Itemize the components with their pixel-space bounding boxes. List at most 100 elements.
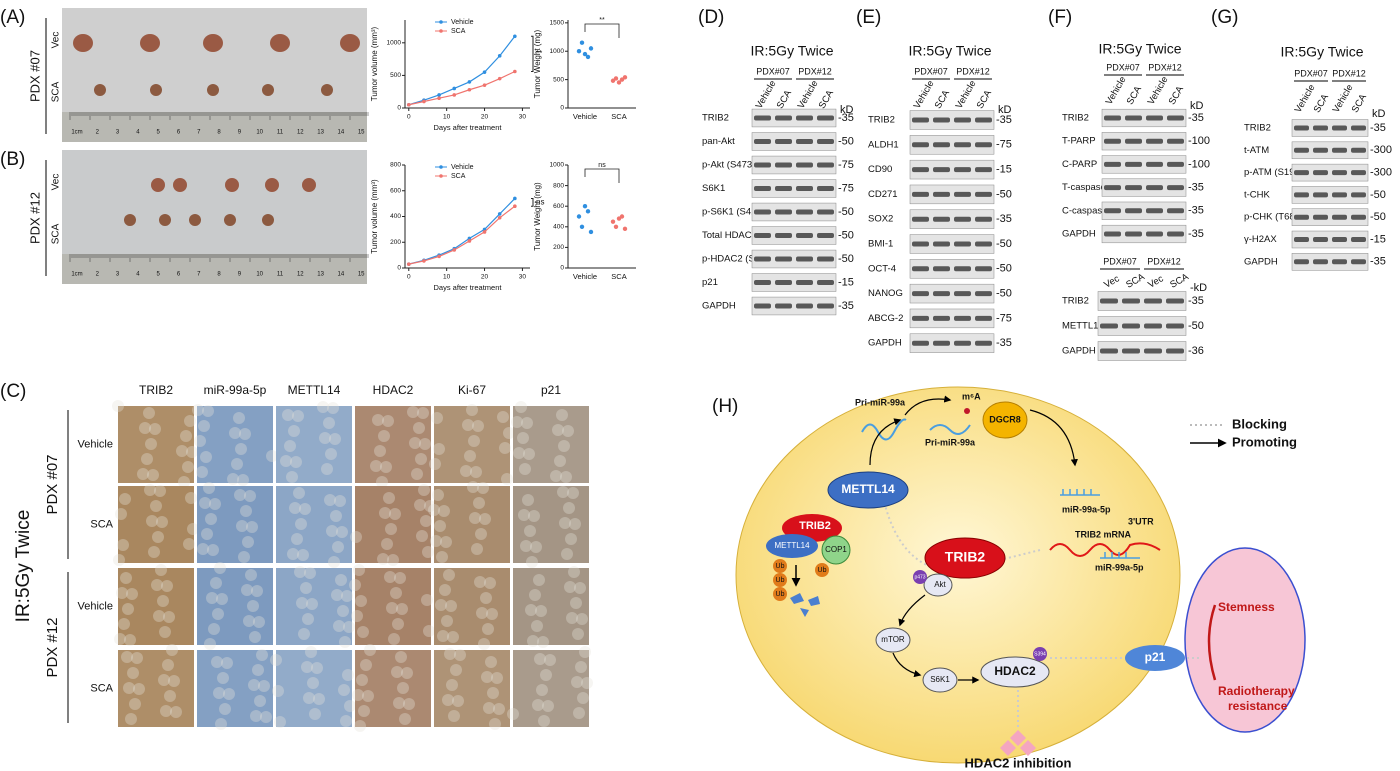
texture	[119, 493, 131, 505]
texture	[452, 695, 464, 707]
texture	[256, 649, 268, 661]
row-label: OCT-4	[868, 263, 896, 274]
kd-label: -75	[838, 159, 854, 171]
band	[796, 162, 813, 168]
label: METTL14	[774, 541, 810, 550]
texture	[389, 508, 401, 520]
texture	[242, 536, 254, 548]
point	[582, 51, 588, 57]
legend-label: Blocking	[1232, 416, 1287, 431]
texture	[396, 603, 408, 615]
texture	[323, 417, 335, 429]
band	[975, 191, 992, 197]
texture	[378, 430, 390, 442]
ihc-image	[118, 406, 194, 483]
texture	[116, 587, 128, 599]
blot-strip	[1291, 163, 1369, 182]
texture	[183, 538, 195, 550]
band	[912, 216, 929, 222]
texture	[519, 463, 531, 475]
texture	[291, 533, 303, 545]
texture	[529, 589, 541, 601]
blot-strip	[751, 249, 837, 269]
ruler-label: 11	[277, 272, 284, 278]
texture	[150, 500, 162, 512]
texture	[237, 474, 249, 486]
ruler-label: 7	[197, 272, 201, 278]
texture	[301, 661, 313, 673]
blot-strip	[751, 226, 837, 245]
texture	[284, 440, 296, 452]
legend-swatch	[439, 20, 443, 24]
label: p21	[1145, 650, 1166, 664]
texture	[184, 415, 196, 427]
band	[1146, 208, 1163, 214]
blot-strip	[909, 333, 995, 353]
outcome-oval	[1184, 547, 1306, 733]
texture	[194, 435, 206, 447]
texture	[254, 695, 266, 707]
sig-bracket	[584, 168, 620, 183]
lane-label: SCA	[933, 88, 953, 111]
texture	[208, 623, 220, 635]
texture	[123, 682, 135, 694]
y-tick-label: 0	[560, 265, 564, 272]
band	[933, 291, 950, 297]
texture	[112, 400, 124, 412]
texture	[438, 505, 450, 517]
point	[513, 34, 517, 39]
texture	[491, 672, 503, 684]
band	[912, 291, 929, 297]
ihc-image	[513, 486, 589, 563]
band	[1332, 147, 1347, 153]
texture	[202, 405, 214, 417]
band	[1313, 259, 1328, 265]
band	[1294, 170, 1309, 176]
point	[467, 236, 472, 241]
mirna	[1100, 552, 1140, 559]
ub	[773, 559, 787, 573]
texture	[152, 531, 164, 543]
band	[933, 216, 950, 222]
legend-swatch	[439, 165, 443, 169]
texture	[299, 503, 311, 515]
kd-label: -300	[1370, 167, 1392, 179]
band	[1313, 237, 1328, 242]
kd-label: -50	[1370, 189, 1386, 201]
panel-label: (D)	[698, 7, 724, 28]
point	[576, 49, 582, 54]
texture	[387, 554, 399, 566]
kd-label: -35	[1188, 112, 1204, 124]
tumor	[73, 34, 93, 52]
band	[933, 266, 950, 272]
y-axis-label: Tumor volume (mm³)	[370, 26, 379, 101]
band	[1313, 214, 1328, 220]
row-label: t-CHK	[1244, 189, 1271, 200]
ruler	[62, 254, 367, 284]
tumor	[270, 34, 290, 52]
texture	[340, 715, 352, 727]
texture	[147, 469, 159, 481]
texture	[321, 463, 333, 475]
texture	[561, 548, 573, 560]
texture	[290, 456, 302, 468]
texture	[356, 674, 368, 686]
tumor	[224, 214, 236, 226]
panel-h: Blocking Promoting Pri-miR-99a m⁶A DGCR8…	[735, 386, 1306, 770]
row-label: Vehicle	[78, 600, 113, 612]
arrow	[869, 418, 902, 466]
texture	[558, 440, 570, 452]
band	[754, 303, 771, 309]
texture	[161, 580, 173, 592]
band	[933, 340, 950, 346]
row-label: SCA	[51, 223, 62, 244]
texture	[289, 502, 301, 514]
lane-label: Vec	[1146, 273, 1165, 291]
legend-label: Promoting	[1232, 434, 1297, 449]
ruler-label: 10	[256, 130, 263, 136]
kd-label: -36	[1188, 345, 1204, 357]
blot-strip	[751, 108, 837, 128]
texture	[197, 543, 209, 555]
texture	[353, 564, 365, 576]
